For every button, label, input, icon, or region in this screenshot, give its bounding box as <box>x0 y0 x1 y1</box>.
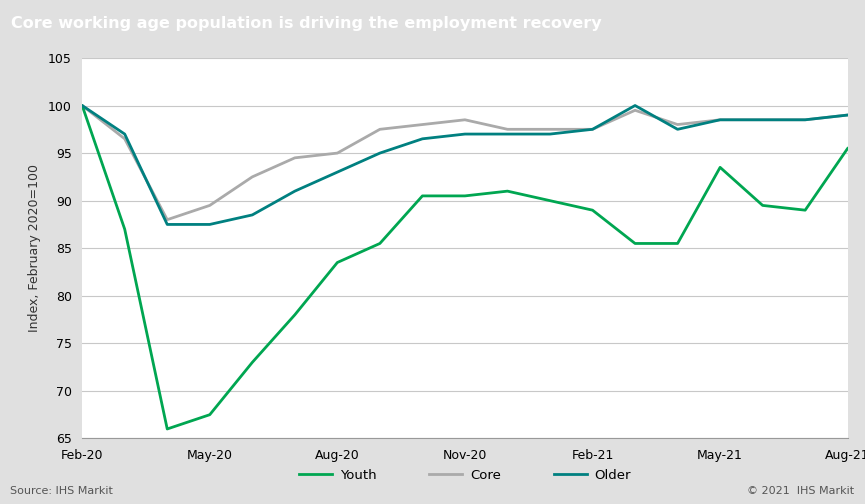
Legend: Youth, Core, Older: Youth, Core, Older <box>293 464 637 487</box>
Text: Core working age population is driving the employment recovery: Core working age population is driving t… <box>11 16 602 31</box>
Text: © 2021  IHS Markit: © 2021 IHS Markit <box>747 486 855 496</box>
Text: Source: IHS Markit: Source: IHS Markit <box>10 486 113 496</box>
Y-axis label: Index, February 2020=100: Index, February 2020=100 <box>28 164 41 332</box>
